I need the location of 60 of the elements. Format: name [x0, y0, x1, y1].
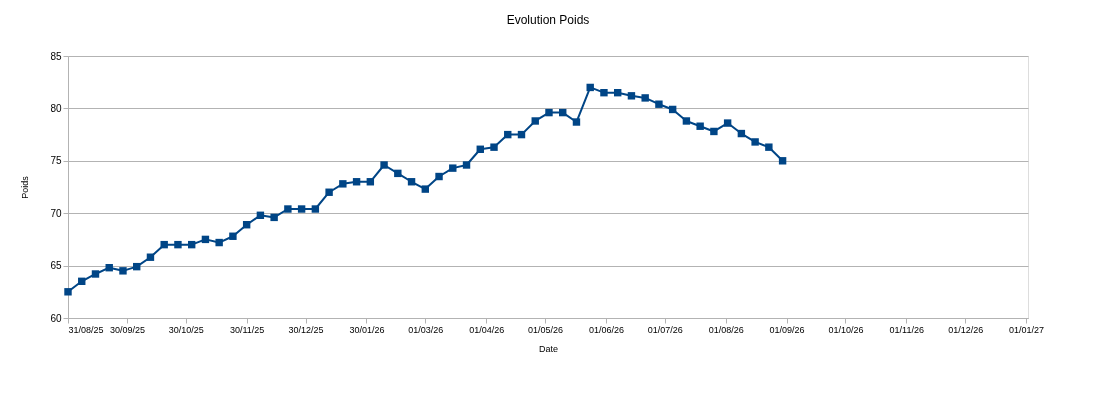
y-tick-label: 75 [50, 155, 62, 167]
x-tick-label: 01/09/26 [769, 324, 805, 335]
x-tick-label: 01/08/26 [708, 324, 744, 335]
point [284, 205, 292, 213]
point [531, 117, 539, 125]
point [394, 169, 402, 178]
point [751, 138, 759, 146]
point [270, 213, 278, 222]
point [119, 267, 127, 275]
y-tick-label: 80 [50, 102, 62, 114]
x-tick-label: 01/06/26 [588, 324, 624, 335]
point [449, 164, 457, 172]
x-tick-label: 30/01/26 [349, 324, 385, 335]
point [297, 205, 306, 213]
x-tick-label: 01/11/26 [889, 324, 924, 335]
point [421, 185, 430, 193]
x-tick-label: 01/03/26 [408, 324, 444, 335]
point [765, 143, 773, 151]
x-tick-label: 01/07/26 [647, 324, 683, 335]
point [655, 100, 663, 108]
x-tick-label: 01/12/26 [948, 324, 984, 335]
y-tick-label: 60 [50, 312, 62, 324]
x-axis-title: Date [538, 343, 559, 354]
x-tick-label: 30/12/25 [288, 324, 324, 335]
point [435, 172, 443, 181]
point [229, 232, 237, 240]
point [325, 188, 333, 196]
point [600, 88, 608, 97]
chart-title: Evolution Poids [506, 13, 590, 27]
point [627, 92, 636, 100]
point [682, 117, 691, 125]
x-tick-label: 30/11/25 [229, 324, 265, 335]
y-tick-label: 70 [50, 207, 62, 219]
point [174, 240, 182, 249]
point [160, 240, 168, 249]
y-tick-label: 85 [50, 50, 62, 62]
x-tick-label: 01/10/26 [828, 324, 864, 335]
point [696, 122, 704, 130]
point [64, 288, 72, 296]
point [490, 143, 498, 151]
point [641, 94, 649, 102]
point [215, 238, 223, 247]
point [545, 108, 553, 117]
point [462, 161, 471, 169]
point [311, 205, 320, 213]
point [778, 157, 787, 165]
y-axis-title: Poids [20, 175, 31, 199]
x-tick-label: 30/10/25 [168, 324, 204, 335]
x-tick-label: 30/09/25 [109, 324, 145, 335]
y-tick-label: 65 [50, 260, 62, 272]
point [380, 161, 388, 169]
point [339, 180, 347, 188]
point [91, 270, 100, 278]
point [710, 127, 718, 136]
x-tick-label: 01/04/26 [469, 324, 505, 335]
x-tick-label: 31/08/25 [68, 324, 104, 335]
point [572, 118, 581, 126]
x-tick-label: 01/05/26 [528, 324, 564, 335]
x-tick-label: 01/01/27 [1009, 324, 1045, 335]
point [723, 119, 732, 127]
